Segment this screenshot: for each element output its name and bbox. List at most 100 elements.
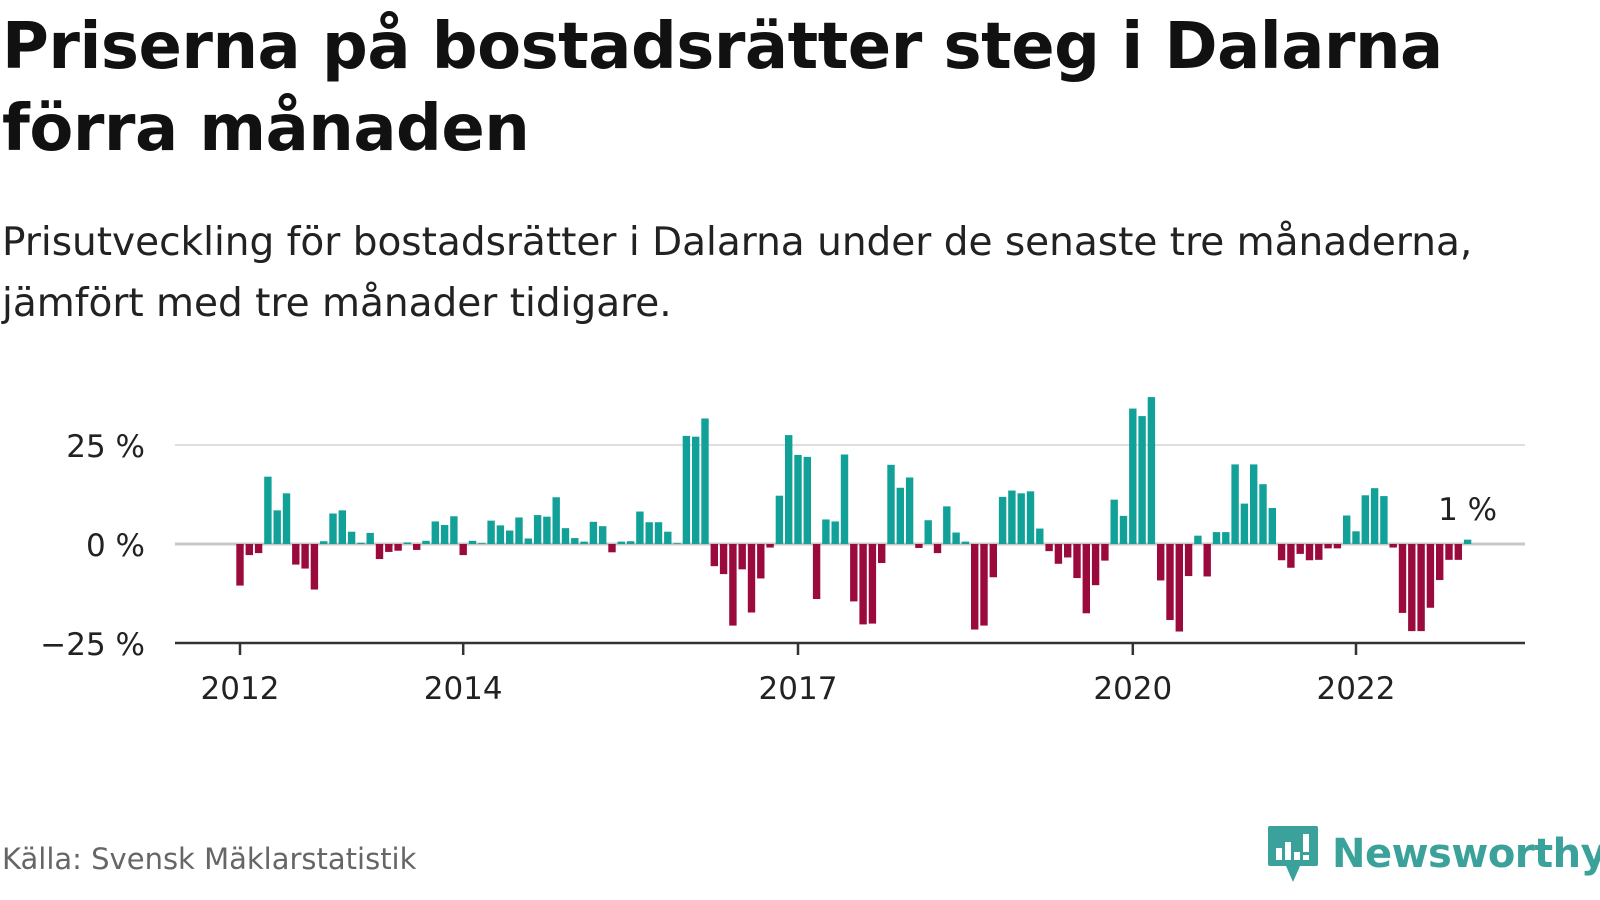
bar bbox=[701, 418, 709, 544]
bar bbox=[933, 544, 942, 554]
bar bbox=[1026, 491, 1035, 544]
bar bbox=[998, 496, 1007, 544]
bar bbox=[450, 516, 458, 544]
bar bbox=[1091, 544, 1100, 586]
x-tick-label: 2022 bbox=[1317, 671, 1396, 707]
x-tick-label: 2017 bbox=[759, 671, 838, 707]
bar bbox=[487, 520, 495, 544]
bar bbox=[375, 544, 384, 560]
bar bbox=[413, 544, 421, 550]
bar bbox=[1194, 535, 1202, 544]
source-note: Källa: Svensk Mäklarstatistik bbox=[2, 842, 417, 876]
bar bbox=[1259, 484, 1267, 544]
bar bbox=[1380, 496, 1388, 544]
bar bbox=[1110, 499, 1118, 544]
bar bbox=[840, 454, 849, 544]
bar bbox=[1222, 532, 1230, 544]
bar bbox=[1296, 544, 1304, 554]
y-tick-label: 0 % bbox=[86, 528, 145, 564]
bar bbox=[645, 522, 653, 544]
bar bbox=[1268, 507, 1276, 544]
bar bbox=[654, 522, 663, 544]
bar bbox=[506, 530, 514, 544]
bar bbox=[812, 544, 821, 600]
bar bbox=[543, 516, 551, 544]
brand-name: Newsworthy bbox=[1332, 831, 1600, 877]
bar bbox=[785, 435, 793, 544]
chart-subtitle: Prisutveckling för bostadsrätter i Dalar… bbox=[2, 220, 1473, 326]
bar bbox=[943, 506, 951, 544]
bar bbox=[394, 544, 402, 551]
bar bbox=[794, 454, 802, 544]
bar bbox=[254, 544, 263, 554]
bar bbox=[329, 513, 337, 544]
bar bbox=[692, 436, 700, 544]
bar bbox=[1277, 544, 1286, 561]
bar bbox=[1212, 532, 1221, 544]
bar bbox=[1138, 416, 1146, 544]
x-axis: 2012 2014 2017 2020 2022 bbox=[201, 643, 1396, 707]
last-value-label: 1 % bbox=[1438, 492, 1497, 528]
bar bbox=[357, 542, 365, 544]
bar bbox=[1157, 544, 1165, 581]
bar bbox=[831, 521, 839, 544]
bar bbox=[1082, 544, 1090, 614]
bar bbox=[533, 515, 542, 544]
bar bbox=[1166, 544, 1174, 621]
bar bbox=[1017, 493, 1025, 544]
bar bbox=[515, 517, 523, 544]
bar bbox=[803, 456, 811, 544]
bar bbox=[1370, 488, 1379, 544]
bar bbox=[1119, 515, 1128, 544]
bar bbox=[1426, 544, 1435, 608]
bar bbox=[264, 476, 272, 544]
bar bbox=[896, 487, 904, 544]
chart-title: Priserna på bostadsrätter steg i Dalarna… bbox=[2, 10, 1443, 166]
bar bbox=[1324, 544, 1332, 549]
x-tick-label: 2020 bbox=[1093, 671, 1172, 707]
bar bbox=[757, 544, 765, 579]
gridlines bbox=[175, 444, 1525, 546]
bar bbox=[1436, 544, 1444, 581]
bar bbox=[1203, 544, 1211, 577]
bars bbox=[236, 397, 1472, 632]
bar bbox=[310, 544, 319, 590]
bar bbox=[719, 544, 728, 575]
bar bbox=[1352, 531, 1360, 544]
bar bbox=[385, 544, 393, 552]
bar bbox=[320, 541, 328, 544]
bar bbox=[1240, 503, 1249, 544]
bar bbox=[459, 544, 467, 556]
bar bbox=[710, 544, 718, 567]
bar bbox=[524, 538, 532, 544]
bar bbox=[1398, 544, 1407, 613]
bar bbox=[952, 532, 960, 544]
bar bbox=[887, 464, 895, 544]
bar bbox=[561, 528, 570, 544]
bar-chart: 25 % 0 % −25 % 2012 2014 2017 2020 2022 1 % bbox=[40, 397, 1525, 707]
bar bbox=[1408, 544, 1416, 632]
newsworthy-logo-icon bbox=[1268, 826, 1318, 882]
bar bbox=[1361, 495, 1369, 544]
bar bbox=[552, 497, 560, 544]
bar bbox=[664, 531, 672, 544]
bar bbox=[366, 532, 374, 544]
x-tick-label: 2012 bbox=[201, 671, 280, 707]
bar bbox=[440, 524, 449, 544]
bar bbox=[1305, 544, 1314, 561]
bar bbox=[478, 543, 486, 544]
bar bbox=[1343, 515, 1351, 544]
bar bbox=[1064, 544, 1072, 558]
bar bbox=[403, 542, 412, 544]
bar bbox=[1147, 397, 1156, 544]
bar bbox=[292, 544, 300, 565]
bar bbox=[1175, 544, 1183, 632]
bar bbox=[282, 493, 291, 544]
y-tick-label: −25 % bbox=[40, 627, 145, 663]
bar bbox=[1129, 408, 1137, 544]
bar bbox=[347, 531, 356, 544]
bar bbox=[1463, 539, 1472, 544]
bar bbox=[738, 544, 746, 570]
bar bbox=[989, 544, 997, 578]
bar bbox=[1184, 544, 1193, 577]
